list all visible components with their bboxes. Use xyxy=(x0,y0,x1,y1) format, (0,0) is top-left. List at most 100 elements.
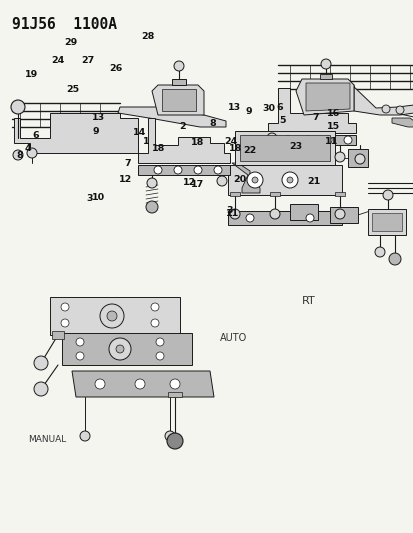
Circle shape xyxy=(388,253,400,265)
Text: 17: 17 xyxy=(190,180,203,189)
Circle shape xyxy=(382,190,392,200)
Circle shape xyxy=(34,356,48,370)
Circle shape xyxy=(170,379,180,389)
Circle shape xyxy=(166,433,183,449)
Bar xyxy=(371,213,401,231)
Polygon shape xyxy=(14,113,138,153)
Circle shape xyxy=(266,133,276,143)
Text: 6: 6 xyxy=(275,102,282,111)
Bar xyxy=(367,209,405,235)
Circle shape xyxy=(100,304,124,328)
Circle shape xyxy=(281,172,297,188)
Circle shape xyxy=(76,338,84,346)
Text: 12: 12 xyxy=(119,175,132,184)
Text: 21: 21 xyxy=(307,177,320,186)
Circle shape xyxy=(61,303,69,311)
Polygon shape xyxy=(152,85,204,115)
Circle shape xyxy=(76,352,84,360)
Circle shape xyxy=(323,136,331,144)
Circle shape xyxy=(11,100,25,114)
Circle shape xyxy=(334,152,344,162)
Circle shape xyxy=(156,352,164,360)
Circle shape xyxy=(154,166,161,174)
Circle shape xyxy=(34,382,48,396)
Circle shape xyxy=(252,177,257,183)
Text: 15: 15 xyxy=(327,122,339,131)
Text: 6: 6 xyxy=(32,131,38,140)
Text: 2: 2 xyxy=(178,122,185,131)
Circle shape xyxy=(135,379,145,389)
Text: 10: 10 xyxy=(92,193,105,202)
Text: 25: 25 xyxy=(66,85,79,94)
Bar xyxy=(228,211,341,225)
Polygon shape xyxy=(267,135,355,145)
Circle shape xyxy=(354,154,364,164)
Polygon shape xyxy=(138,165,230,175)
Text: 16: 16 xyxy=(326,109,339,118)
Circle shape xyxy=(147,178,157,188)
Text: 91J56  1100A: 91J56 1100A xyxy=(12,17,117,32)
Text: 26: 26 xyxy=(109,64,123,73)
Circle shape xyxy=(395,106,403,114)
Text: 28: 28 xyxy=(141,32,154,41)
Text: 8: 8 xyxy=(209,119,216,128)
Text: 22: 22 xyxy=(242,146,256,155)
Circle shape xyxy=(146,201,158,213)
Text: 7: 7 xyxy=(124,159,131,168)
Circle shape xyxy=(61,319,69,327)
Text: 29: 29 xyxy=(64,38,77,47)
Text: 8: 8 xyxy=(16,151,23,160)
Circle shape xyxy=(269,209,279,219)
Text: LT: LT xyxy=(62,307,74,317)
Text: 18: 18 xyxy=(190,139,204,148)
Circle shape xyxy=(173,166,182,174)
Text: 20: 20 xyxy=(233,175,246,184)
Bar xyxy=(289,204,317,220)
Text: 5: 5 xyxy=(278,116,285,125)
Polygon shape xyxy=(267,88,355,133)
Text: 30: 30 xyxy=(261,104,275,113)
Circle shape xyxy=(230,209,240,219)
Text: 12: 12 xyxy=(182,178,195,187)
Polygon shape xyxy=(72,371,214,397)
Circle shape xyxy=(343,136,351,144)
Circle shape xyxy=(95,379,105,389)
Bar xyxy=(168,392,182,397)
Bar xyxy=(52,331,64,339)
Bar xyxy=(334,192,344,196)
Polygon shape xyxy=(391,118,413,127)
Text: 19: 19 xyxy=(24,70,38,79)
Circle shape xyxy=(151,319,159,327)
Circle shape xyxy=(116,345,124,353)
Polygon shape xyxy=(295,79,353,115)
Bar xyxy=(329,207,357,223)
Bar xyxy=(62,333,192,365)
Bar xyxy=(269,192,279,196)
Circle shape xyxy=(109,338,131,360)
Polygon shape xyxy=(231,163,259,193)
Polygon shape xyxy=(118,107,225,127)
Text: 24: 24 xyxy=(224,136,237,146)
Circle shape xyxy=(305,214,313,222)
Circle shape xyxy=(156,338,164,346)
Text: AUTO: AUTO xyxy=(220,334,247,343)
Text: 11: 11 xyxy=(225,209,239,218)
Text: MANUAL: MANUAL xyxy=(28,435,66,444)
Bar xyxy=(240,135,329,161)
Text: 13: 13 xyxy=(92,113,105,122)
Text: 1: 1 xyxy=(143,137,150,146)
Text: 14: 14 xyxy=(132,128,145,138)
Circle shape xyxy=(381,105,389,113)
Circle shape xyxy=(214,166,221,174)
Circle shape xyxy=(216,176,226,186)
Text: 13: 13 xyxy=(228,102,241,111)
Text: 23: 23 xyxy=(288,142,301,151)
Text: 18: 18 xyxy=(152,144,165,154)
Text: 27: 27 xyxy=(81,56,94,65)
Text: 9: 9 xyxy=(93,127,99,136)
Text: RT: RT xyxy=(301,296,315,306)
Circle shape xyxy=(80,431,90,441)
Circle shape xyxy=(303,136,311,144)
Bar xyxy=(319,74,331,79)
Polygon shape xyxy=(305,83,349,111)
